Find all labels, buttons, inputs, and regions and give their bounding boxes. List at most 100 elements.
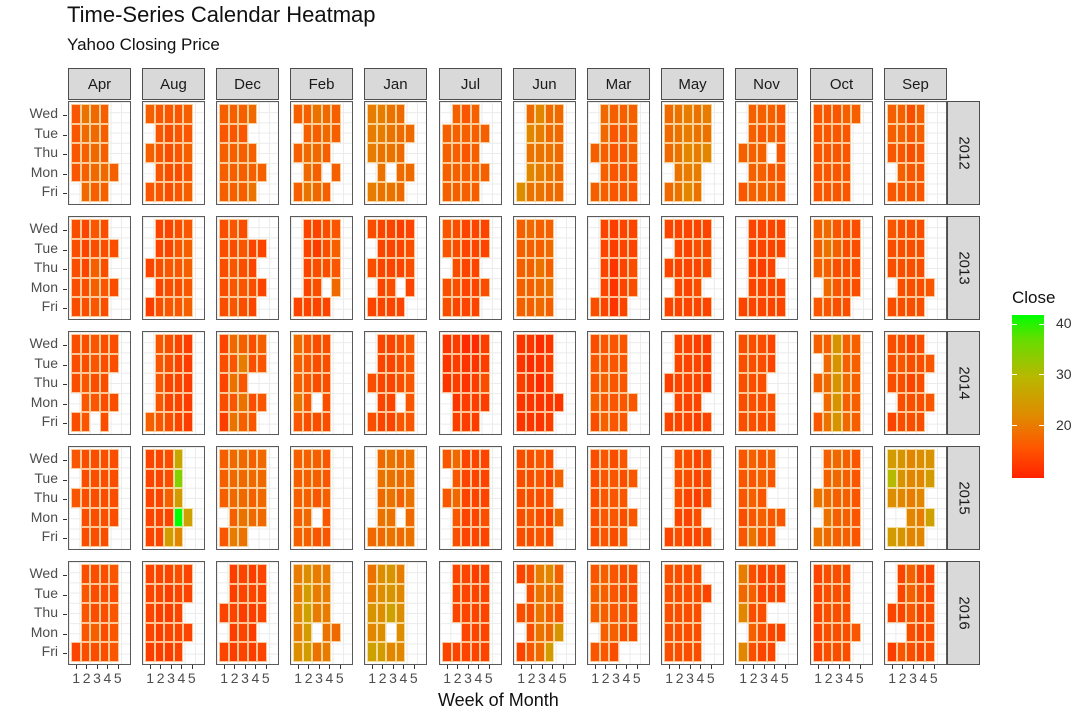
heat-cell[interactable] — [887, 603, 897, 623]
heat-cell[interactable] — [832, 488, 842, 508]
heat-cell[interactable] — [692, 297, 702, 317]
heat-cell[interactable] — [516, 488, 526, 508]
heat-cell[interactable] — [293, 622, 303, 643]
heat-cell[interactable] — [247, 353, 257, 374]
heat-cell[interactable] — [906, 353, 916, 374]
heat-cell[interactable] — [896, 468, 906, 489]
heat-cell[interactable] — [302, 468, 312, 489]
heat-cell[interactable] — [628, 143, 638, 163]
heat-cell[interactable] — [702, 334, 712, 354]
heat-cell[interactable] — [822, 219, 832, 239]
heat-cell[interactable] — [247, 603, 257, 623]
heat-cell[interactable] — [738, 297, 748, 317]
heat-cell[interactable] — [841, 219, 851, 239]
heat-cell[interactable] — [451, 527, 461, 547]
heat-cell[interactable] — [312, 143, 322, 163]
heat-cell[interactable] — [535, 622, 545, 643]
heat-cell[interactable] — [173, 583, 183, 604]
heat-cell[interactable] — [609, 564, 619, 584]
heat-cell[interactable] — [154, 219, 164, 239]
heat-cell[interactable] — [832, 412, 842, 432]
heat-cell[interactable] — [832, 334, 842, 354]
heat-cell[interactable] — [71, 297, 81, 317]
heat-cell[interactable] — [183, 162, 193, 183]
heat-cell[interactable] — [896, 219, 906, 239]
heat-cell[interactable] — [822, 238, 832, 259]
heat-cell[interactable] — [312, 603, 322, 623]
heat-cell[interactable] — [525, 449, 535, 469]
heat-cell[interactable] — [386, 373, 396, 393]
heat-cell[interactable] — [386, 449, 396, 469]
heat-cell[interactable] — [99, 334, 109, 354]
heat-cell[interactable] — [925, 392, 935, 413]
heat-cell[interactable] — [376, 449, 386, 469]
heat-cell[interactable] — [71, 162, 81, 183]
heat-cell[interactable] — [525, 297, 535, 317]
heat-cell[interactable] — [757, 104, 767, 124]
heat-cell[interactable] — [590, 527, 600, 547]
heat-cell[interactable] — [154, 642, 164, 662]
heat-cell[interactable] — [554, 104, 564, 124]
heat-cell[interactable] — [747, 564, 757, 584]
heat-cell[interactable] — [516, 468, 526, 489]
heat-cell[interactable] — [851, 468, 861, 489]
heat-cell[interactable] — [99, 642, 109, 662]
heat-cell[interactable] — [757, 642, 767, 662]
heat-cell[interactable] — [599, 603, 609, 623]
heat-cell[interactable] — [480, 392, 490, 413]
heat-cell[interactable] — [90, 219, 100, 239]
heat-cell[interactable] — [887, 104, 897, 124]
heat-cell[interactable] — [609, 449, 619, 469]
heat-cell[interactable] — [832, 143, 842, 163]
heat-cell[interactable] — [80, 583, 90, 604]
heat-cell[interactable] — [219, 123, 229, 144]
heat-cell[interactable] — [99, 527, 109, 547]
heat-cell[interactable] — [618, 182, 628, 202]
heat-cell[interactable] — [247, 583, 257, 604]
heat-cell[interactable] — [145, 104, 155, 124]
heat-cell[interactable] — [692, 527, 702, 547]
heat-cell[interactable] — [702, 143, 712, 163]
heat-cell[interactable] — [173, 353, 183, 374]
heat-cell[interactable] — [618, 564, 628, 584]
heat-cell[interactable] — [80, 219, 90, 239]
heat-cell[interactable] — [386, 334, 396, 354]
heat-cell[interactable] — [590, 143, 600, 163]
heat-cell[interactable] — [906, 258, 916, 278]
heat-cell[interactable] — [525, 488, 535, 508]
heat-cell[interactable] — [535, 334, 545, 354]
heat-cell[interactable] — [145, 258, 155, 278]
heat-cell[interactable] — [896, 297, 906, 317]
heat-cell[interactable] — [757, 468, 767, 489]
heat-cell[interactable] — [80, 104, 90, 124]
heat-cell[interactable] — [257, 642, 267, 662]
heat-cell[interactable] — [766, 583, 776, 604]
heat-cell[interactable] — [145, 412, 155, 432]
heat-cell[interactable] — [747, 353, 757, 374]
heat-cell[interactable] — [841, 353, 851, 374]
heat-cell[interactable] — [71, 353, 81, 374]
heat-cell[interactable] — [386, 564, 396, 584]
heat-cell[interactable] — [173, 449, 183, 469]
heat-cell[interactable] — [554, 162, 564, 183]
heat-cell[interactable] — [312, 583, 322, 604]
heat-cell[interactable] — [776, 143, 786, 163]
heat-cell[interactable] — [747, 277, 757, 298]
heat-cell[interactable] — [461, 182, 471, 202]
heat-cell[interactable] — [841, 488, 851, 508]
heat-cell[interactable] — [841, 449, 851, 469]
heat-cell[interactable] — [405, 468, 415, 489]
heat-cell[interactable] — [683, 258, 693, 278]
heat-cell[interactable] — [544, 373, 554, 393]
heat-cell[interactable] — [683, 603, 693, 623]
heat-cell[interactable] — [386, 182, 396, 202]
heat-cell[interactable] — [906, 412, 916, 432]
heat-cell[interactable] — [228, 258, 238, 278]
heat-cell[interactable] — [851, 104, 861, 124]
heat-cell[interactable] — [628, 182, 638, 202]
heat-cell[interactable] — [525, 564, 535, 584]
heat-cell[interactable] — [228, 583, 238, 604]
heat-cell[interactable] — [525, 104, 535, 124]
heat-cell[interactable] — [673, 603, 683, 623]
heat-cell[interactable] — [766, 622, 776, 643]
